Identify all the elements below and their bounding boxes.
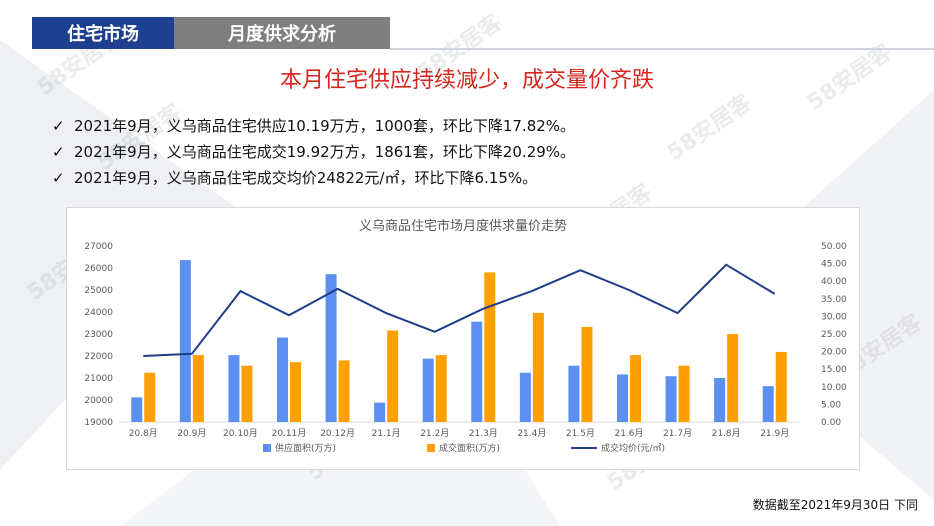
left-tick-label: 21000 [84,374,113,384]
deal-bar [387,330,399,422]
x-tick-label: 21.7月 [663,428,692,439]
supply-bar [422,358,434,422]
x-tick-label: 21.8月 [712,428,741,439]
chart-container: 义乌商品住宅市场月度供求量价走势 27000 26000 25000 24000 2300… [66,207,860,470]
supply-bar [374,402,386,422]
check-icon: ✓ [52,117,65,135]
left-tick-label: 26000 [84,264,113,274]
supply-bar [471,321,483,422]
right-tick-label: 0.00 [821,418,841,428]
x-tick-label: 21.2月 [420,428,449,439]
supply-bar [762,386,774,422]
deal-bar [484,272,496,422]
supply-bar [179,260,191,422]
right-tick-label: 45.00 [821,260,847,270]
deal-bar [338,360,350,422]
deal-bar [144,372,156,422]
x-tick-label: 21.5月 [566,428,595,439]
topic-tab: 月度供求分析 [174,17,390,49]
legend-label-deal: 成交面积(万方) [439,442,500,454]
x-tick-label: 21.3月 [469,428,498,439]
right-tick-label: 5.00 [821,400,841,410]
legend-label-supply: 供应面积(万方) [275,442,336,454]
bullet-text: 2021年9月，义乌商品住宅供应10.19万方，1000套，环比下降17.82%… [74,117,576,135]
supply-bar [665,376,677,422]
deal-bar [678,365,690,422]
left-tick-label: 27000 [84,242,113,252]
list-item: ✓ 2021年9月，义乌商品住宅成交均价24822元/㎡，环比下降6.15%。 [52,165,575,191]
x-tick-label: 20.10月 [223,428,258,439]
legend-label-price: 成交均价(元/㎡) [601,442,665,454]
right-tick-label: 50.00 [821,242,847,252]
supply-bar [325,274,337,422]
bullet-text: 2021年9月，义乌商品住宅成交均价24822元/㎡，环比下降6.15%。 [74,169,538,187]
combo-chart: 义乌商品住宅市场月度供求量价走势 27000 26000 25000 24000 2300… [84,218,847,454]
left-tick-label: 22000 [84,352,113,362]
left-tick-label: 24000 [84,308,113,318]
x-tick-label: 21.4月 [517,428,546,439]
x-tick-label: 20.8月 [129,428,158,439]
price-line [143,263,776,357]
data-footnote: 数据截至2021年9月30日 下同 [752,498,918,512]
right-tick-label: 40.00 [821,277,847,287]
right-tick-label: 10.00 [821,383,847,393]
deal-bar [532,312,544,422]
supply-bar [617,374,628,422]
x-tick-label: 20.9月 [177,428,206,439]
legend-swatch-deal [427,444,435,452]
x-tick-label: 21.1月 [372,428,401,439]
supply-bar [714,378,726,422]
supply-bar [228,355,240,422]
check-icon: ✓ [52,169,65,187]
legend-swatch-supply [263,444,271,452]
deal-bar [581,326,593,422]
deal-bar [435,355,447,422]
x-tick-label: 21.6月 [614,428,643,439]
check-icon: ✓ [52,143,65,161]
deal-bar [192,355,204,422]
right-tick-label: 15.00 [821,365,847,375]
left-tick-label: 25000 [84,286,113,296]
summary-list: ✓ 2021年9月，义乌商品住宅供应10.19万方，1000套，环比下降17.82… [52,113,575,191]
right-tick-label: 30.00 [821,312,847,322]
supply-bar [277,337,288,422]
x-tick-label: 20.12月 [320,428,355,439]
page-headline: 本月住宅供应持续减少，成交量价齐跌 [279,68,654,93]
list-item: ✓ 2021年9月，义乌商品住宅成交19.92万方，1861套，环比下降20.29… [52,139,575,165]
list-item: ✓ 2021年9月，义乌商品住宅供应10.19万方，1000套，环比下降17.82… [52,113,575,139]
supply-bar [568,365,580,422]
deal-bar [630,355,641,422]
deal-bar [290,362,301,422]
x-tick-label: 20.11月 [272,428,307,439]
bullet-text: 2021年9月，义乌商品住宅成交19.92万方，1861套，环比下降20.29%… [74,143,576,161]
left-tick-label: 23000 [84,330,113,340]
right-tick-label: 25.00 [821,330,847,340]
supply-bar [519,372,531,422]
header-divider [390,48,934,50]
left-tick-label: 20000 [84,396,113,406]
right-tick-label: 35.00 [821,295,847,305]
deal-bar [727,334,739,422]
x-tick-label: 21.9月 [760,428,789,439]
section-tab: 住宅市场 [32,17,174,49]
chart-title: 义乌商品住宅市场月度供求量价走势 [359,218,567,234]
deal-bar [241,365,253,422]
supply-bar [131,397,143,422]
right-tick-label: 20.00 [821,348,847,358]
deal-bar [775,351,787,422]
left-tick-label: 19000 [84,418,113,428]
